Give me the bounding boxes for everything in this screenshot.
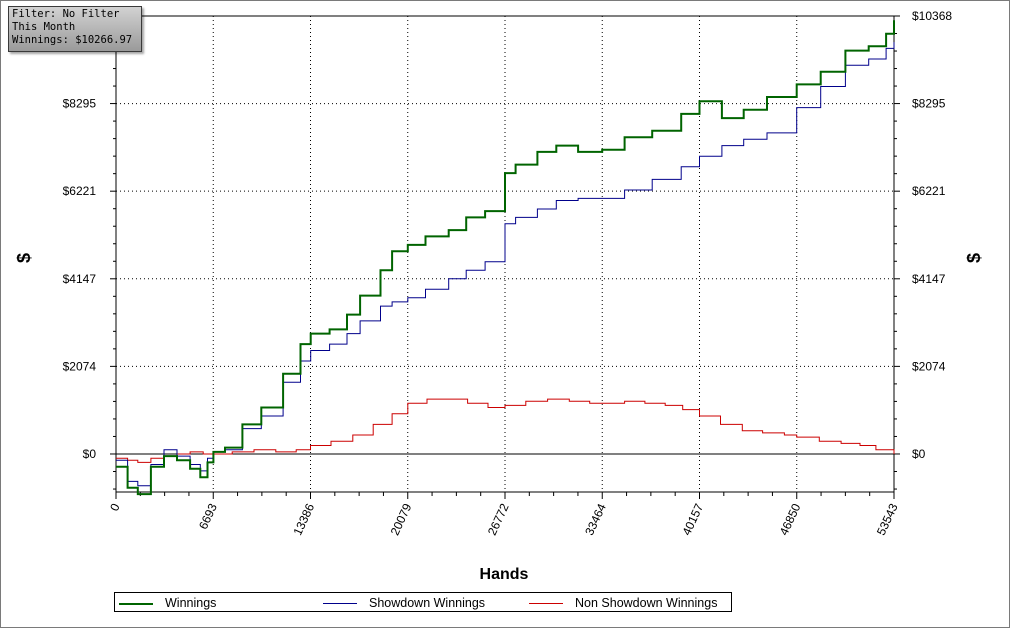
legend-item-showdown: Showdown Winnings: [323, 595, 523, 611]
axes: [110, 15, 900, 499]
period-label: This Month: [12, 21, 76, 33]
x-tick-label: 53543: [874, 501, 901, 537]
filter-label: Filter: No Filter: [12, 8, 120, 20]
legend-label-showdown: Showdown Winnings: [369, 596, 486, 610]
chart-legend: Winnings Showdown Winnings Non Showdown …: [114, 592, 732, 612]
x-tick-label: 40157: [679, 501, 706, 537]
y-axis-title-right: $: [964, 253, 984, 263]
winnings-total-label: Winnings: $10266.97: [12, 34, 133, 46]
y-tick-label-left: $6221: [63, 184, 97, 198]
y-tick-label-left: $2074: [63, 359, 97, 373]
x-tick-label: 33464: [582, 501, 609, 537]
y-tick-label-right: $8295: [912, 97, 946, 111]
y-tick-label-right: $0: [912, 447, 926, 461]
x-tick-label: 26772: [485, 501, 512, 537]
y-axis-title-left: $: [14, 253, 34, 263]
y-tick-label-left: $0: [83, 447, 97, 461]
x-tick-label: 20079: [388, 501, 415, 537]
winnings-line: [116, 20, 895, 496]
y-tick-label-left: $4147: [63, 272, 97, 286]
y-tick-label-right: $4147: [912, 272, 946, 286]
x-tick-label: 0: [107, 501, 123, 513]
y-tick-label-right: $6221: [912, 184, 946, 198]
showdown-winnings-line: [116, 42, 895, 487]
legend-label-winnings: Winnings: [165, 596, 217, 610]
legend-label-non-showdown: Non Showdown Winnings: [575, 596, 718, 610]
legend-item-winnings: Winnings: [119, 595, 299, 611]
legend-swatch-non-showdown: [529, 603, 563, 604]
x-tick-label: 6693: [196, 501, 220, 531]
x-tick-label: 13386: [290, 501, 317, 537]
y-tick-label-right: $10368: [912, 9, 952, 23]
tick-labels: $0 $2074 $4147 $6221 $8295 $10368 $0 $2074 $4147…: [63, 9, 953, 538]
x-axis-title: Hands: [480, 566, 529, 583]
non-showdown-winnings-line: [116, 398, 895, 463]
filter-info-box: Filter: No Filter This Month Winnings: $…: [8, 6, 142, 52]
legend-swatch-winnings: [119, 603, 153, 605]
legend-item-non-showdown: Non Showdown Winnings: [529, 595, 729, 611]
y-tick-label-right: $2074: [912, 359, 946, 373]
legend-swatch-showdown: [323, 603, 357, 604]
x-tick-label: 46850: [777, 501, 804, 537]
y-tick-label-left: $8295: [63, 97, 97, 111]
series-lines: [116, 20, 895, 496]
